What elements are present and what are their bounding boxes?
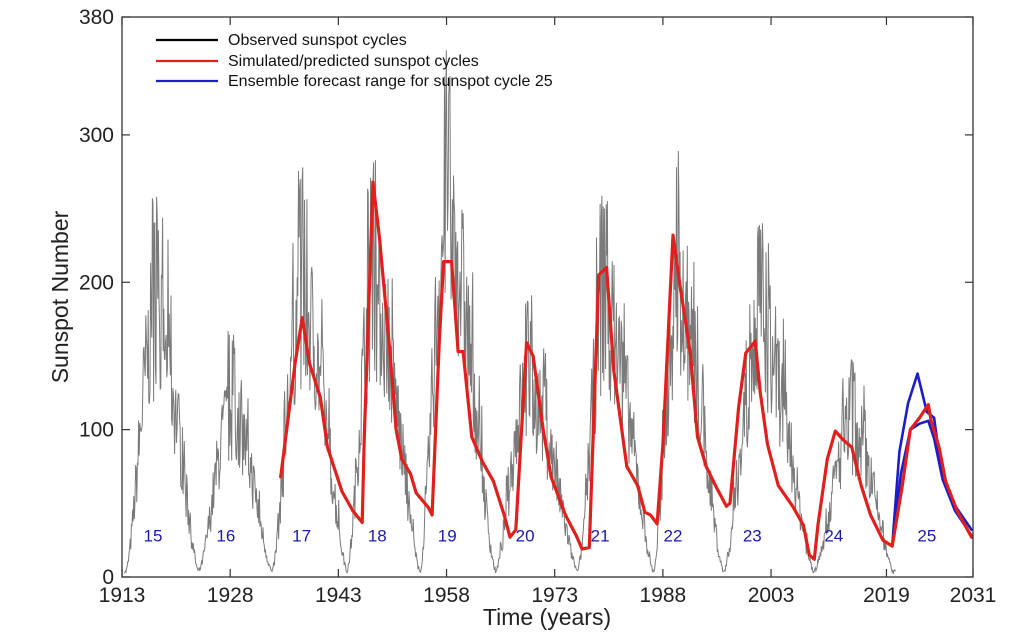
cycle-number-labels: 15 16 17 18 19 20 21 22 23 24 25	[144, 527, 937, 546]
cycle-label: 17	[292, 527, 311, 546]
x-tick-label: 1928	[207, 584, 254, 607]
cycle-label: 24	[824, 527, 843, 546]
x-tick-label: 2031	[950, 584, 997, 607]
x-tick-label: 1958	[423, 584, 470, 607]
simulated-and-forecast-series	[279, 180, 974, 561]
y-tick-label: 0	[102, 566, 114, 589]
axis-ticks: 1913 1928 1943 1958 1973 1988 2003 2019 20310100…	[79, 6, 996, 607]
legend-label-forecast: Ensemble forecast range for sunspot cycl…	[228, 73, 553, 90]
x-tick-label: 1973	[531, 584, 578, 607]
x-tick-label: 2019	[863, 584, 910, 607]
legend: Observed sunspot cycles Simulated/predic…	[156, 32, 553, 90]
plot-frame	[121, 16, 974, 578]
cycle-label: 16	[216, 527, 235, 546]
x-tick-label: 2003	[748, 584, 795, 607]
y-tick-label: 100	[79, 419, 114, 442]
x-tick-label: 1988	[640, 584, 687, 607]
forecast-range-line	[890, 419, 973, 548]
x-tick-label: 1913	[99, 584, 146, 607]
simulated-cycles-line	[279, 180, 974, 561]
cycle-label: 19	[438, 527, 457, 546]
legend-label-simulated: Simulated/predicted sunspot cycles	[228, 53, 479, 70]
plot-background	[122, 17, 973, 577]
x-axis-title: Time (years)	[483, 604, 611, 630]
y-tick-label: 380	[79, 6, 114, 29]
y-tick-label: 300	[79, 124, 114, 147]
y-axis-title: Sunspot Number	[47, 210, 73, 383]
x-tick-label: 1943	[315, 584, 362, 607]
legend-label-observed: Observed sunspot cycles	[228, 32, 407, 49]
observed-sunspot-series	[123, 50, 896, 575]
observed-sunspot-line	[123, 50, 896, 575]
y-tick-label: 200	[79, 271, 114, 294]
cycle-label: 23	[743, 527, 762, 546]
cycle-label: 21	[591, 527, 610, 546]
cycle-label: 25	[917, 527, 936, 546]
cycle-label: 20	[516, 527, 535, 546]
cycle-label: 15	[144, 527, 163, 546]
cycle-label: 22	[664, 527, 683, 546]
cycle-label: 18	[368, 527, 387, 546]
